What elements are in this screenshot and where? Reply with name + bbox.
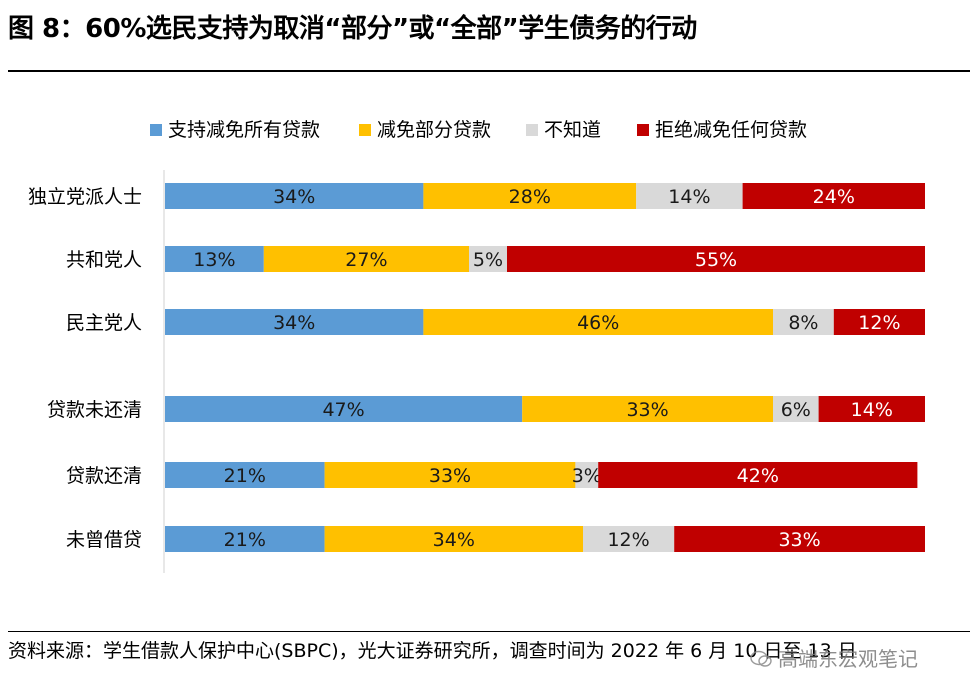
data-label: 34% <box>273 312 315 334</box>
data-label: 21% <box>224 529 266 551</box>
category-label: 未曾借贷 <box>66 529 142 551</box>
legend-swatch <box>637 124 649 136</box>
data-label: 34% <box>433 529 475 551</box>
bar-segment <box>674 526 925 552</box>
data-label: 21% <box>224 465 266 487</box>
data-label: 24% <box>813 186 855 208</box>
bar-segment <box>833 309 925 335</box>
category-label: 贷款还清 <box>66 465 142 487</box>
watermark: 高端东宏观笔记 <box>750 643 918 672</box>
category-label: 共和党人 <box>66 249 142 271</box>
bar-segment <box>522 396 773 422</box>
legend-swatch <box>526 124 538 136</box>
bar-segment <box>598 462 918 488</box>
data-label: 33% <box>778 529 820 551</box>
watermark-text: 高端东宏观笔记 <box>778 647 918 671</box>
bar-segment <box>324 462 576 488</box>
bar-segment <box>742 183 925 209</box>
data-label: 34% <box>273 186 315 208</box>
legend-swatch <box>359 124 371 136</box>
data-label: 47% <box>322 399 364 421</box>
category-label: 独立党派人士 <box>28 186 142 208</box>
bar-segment <box>324 526 583 552</box>
bar-segment <box>507 246 925 272</box>
data-label: 28% <box>509 186 551 208</box>
stacked-bar-chart: 支持减免所有贷款 减免部分贷款 不知道 拒绝减免任何贷款 34% 28% 14% 24% 13… <box>28 119 925 573</box>
bar-segment <box>469 246 507 272</box>
legend-swatch <box>150 124 162 136</box>
bar-segment <box>165 462 325 488</box>
bar-segment <box>818 396 925 422</box>
category-label: 贷款未还清 <box>47 399 142 421</box>
data-label: 12% <box>607 529 649 551</box>
data-label: 13% <box>193 249 235 271</box>
legend-label: 拒绝减免任何贷款 <box>655 119 807 141</box>
footer-divider <box>8 631 970 632</box>
data-label: 27% <box>345 249 387 271</box>
bar-area: 34% 28% 14% 24% 13% 27% 5% 55% 34% 46% 8% 12% 47% 33%… <box>165 183 925 552</box>
bar-segment <box>636 183 743 209</box>
category-label: 民主党人 <box>66 312 142 334</box>
bar-segment <box>165 396 523 422</box>
bar-segment <box>423 309 773 335</box>
legend-label: 不知道 <box>544 119 601 141</box>
bar-segment <box>575 462 599 488</box>
bar-segment <box>773 309 834 335</box>
chart-title: 图 8：60%选民支持为取消“部分”或“全部”学生债务的行动 <box>8 14 697 44</box>
source-note: 资料来源：学生借款人保护中心(SBPC)，光大证券研究所，调查时间为 2022 … <box>8 640 857 662</box>
bar-segment <box>773 396 819 422</box>
chart-legend: 支持减免所有贷款 减免部分贷款 不知道 拒绝减免任何贷款 <box>150 119 807 141</box>
data-label: 14% <box>851 399 893 421</box>
bar-segment <box>165 526 325 552</box>
bar-segment <box>423 183 637 209</box>
data-label: 3% <box>572 465 602 487</box>
legend-label: 减免部分贷款 <box>377 119 491 141</box>
data-label: 42% <box>737 465 779 487</box>
data-label: 55% <box>695 249 737 271</box>
bar-segment <box>263 246 469 272</box>
legend-label: 支持减免所有贷款 <box>168 119 320 141</box>
data-label: 8% <box>788 312 818 334</box>
data-label: 46% <box>577 312 619 334</box>
chat-bubble-icon <box>750 650 772 667</box>
bar-segment <box>165 183 424 209</box>
data-label: 12% <box>858 312 900 334</box>
bar-segment <box>583 526 675 552</box>
data-label: 5% <box>473 249 503 271</box>
bar-segment <box>165 246 264 272</box>
bar-segment <box>165 309 424 335</box>
data-label: 14% <box>668 186 710 208</box>
title-divider <box>8 70 970 72</box>
data-label: 6% <box>781 399 811 421</box>
data-label: 33% <box>626 399 668 421</box>
data-label: 33% <box>429 465 471 487</box>
